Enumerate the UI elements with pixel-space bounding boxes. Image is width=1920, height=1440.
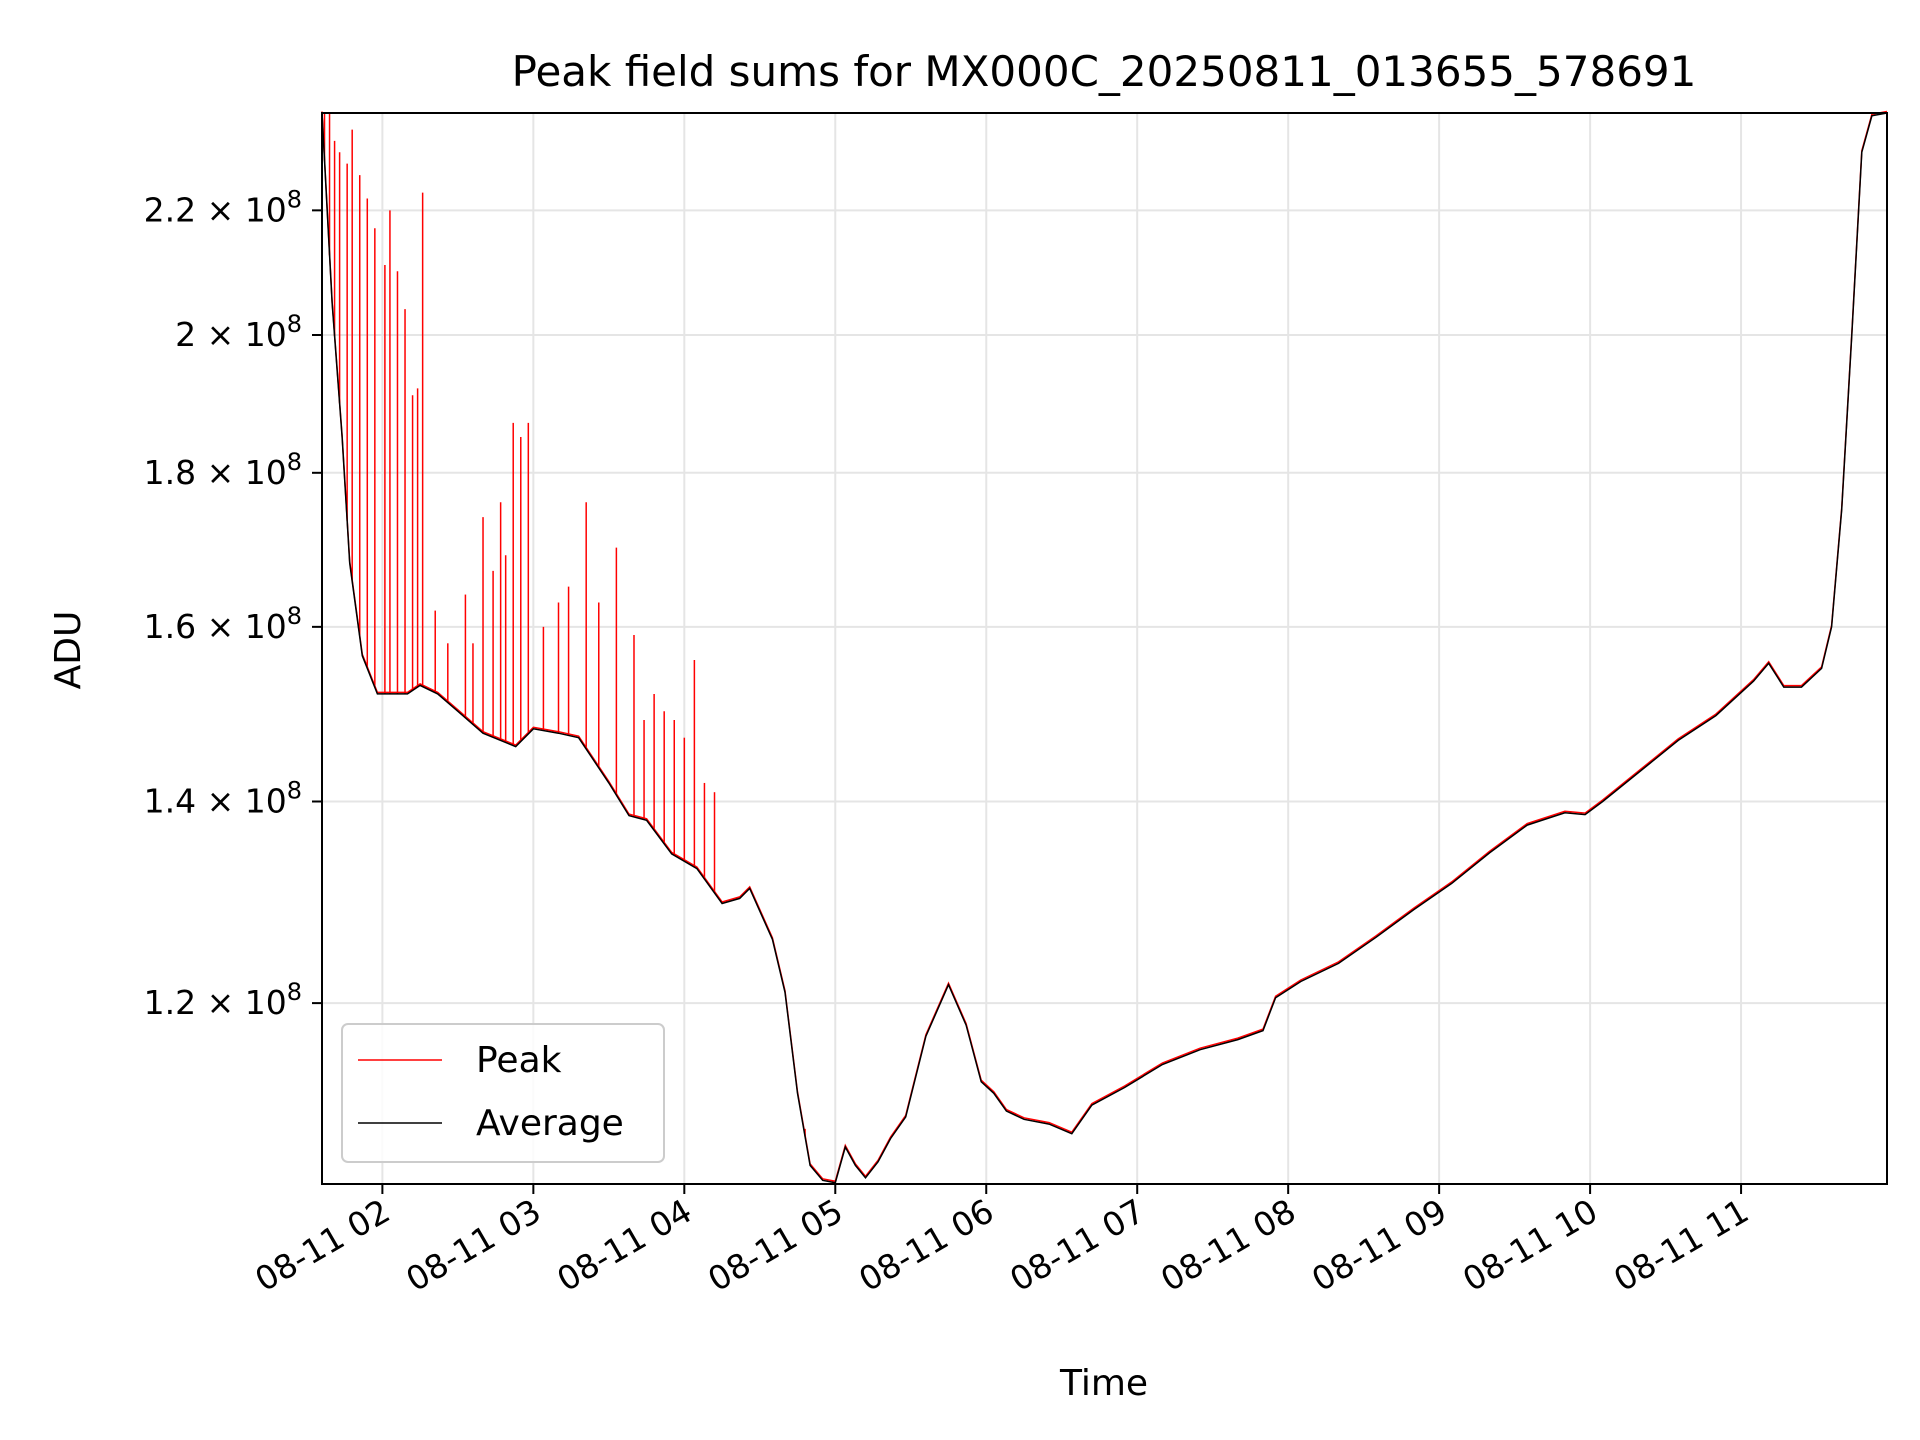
plot-frame: [321, 112, 1888, 1185]
legend: Peak Average: [341, 1023, 665, 1163]
y-axis-label: ADU: [48, 611, 89, 690]
series-average-line: [321, 112, 1888, 1184]
x-axis-label: Time: [1059, 1363, 1148, 1404]
legend-label-average: Average: [476, 1103, 624, 1144]
y-axis-ticks: 1.2 × 108 1.4 × 108 1.6 × 108 1.8 × 108 2 × …: [144, 185, 322, 1022]
legend-box: [341, 1023, 665, 1163]
chart-title: Peak field sums for MX000C_20250811_0136…: [512, 47, 1697, 96]
y-tick-label: 1.2 × 108: [144, 978, 302, 1022]
y-tick-label: 1.6 × 108: [144, 602, 302, 646]
plot-series: [321, 110, 1888, 1184]
y-tick-label: 2 × 108: [175, 310, 302, 354]
grid: [322, 113, 1887, 1184]
y-tick-label: 1.8 × 108: [144, 448, 302, 492]
legend-label-peak: Peak: [476, 1040, 562, 1081]
y-tick-label: 1.4 × 108: [144, 776, 302, 820]
y-tick-label: 2.2 × 108: [144, 185, 302, 229]
